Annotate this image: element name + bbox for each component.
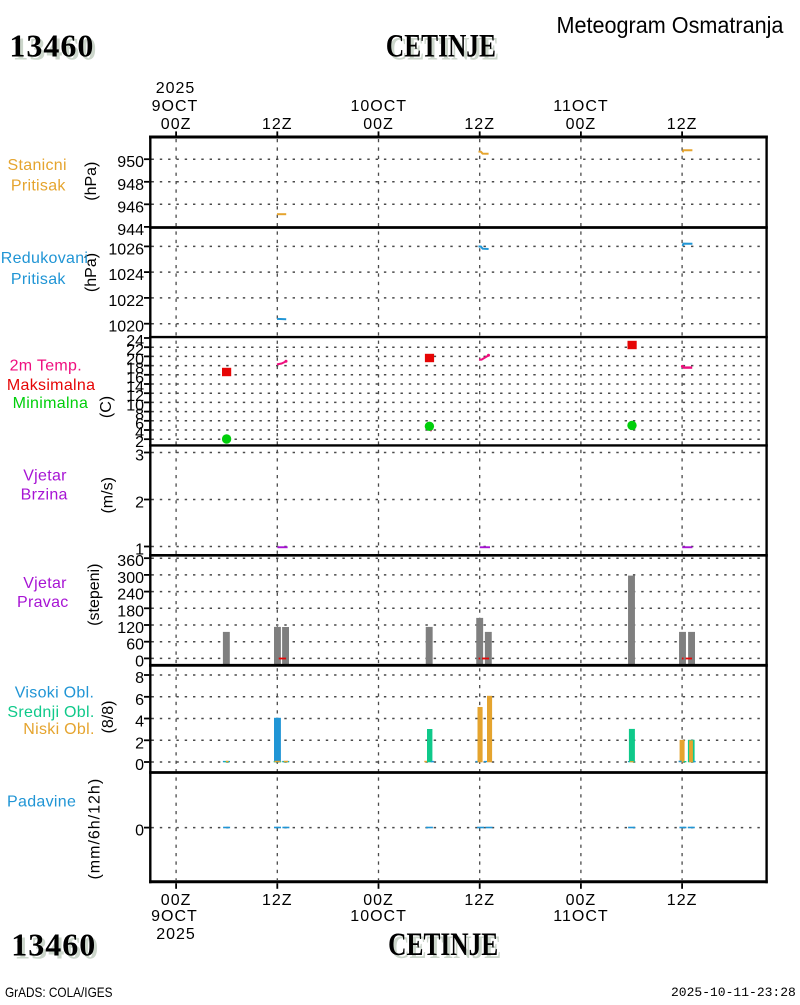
svg-text:8: 8	[135, 670, 144, 687]
svg-text:(stepeni): (stepeni)	[86, 564, 103, 626]
svg-text:(m/s): (m/s)	[99, 477, 116, 513]
svg-text:1024: 1024	[108, 267, 144, 284]
svg-text:13460: 13460	[9, 28, 94, 64]
svg-text:CETINJE: CETINJE	[388, 927, 498, 963]
svg-text:CETINJE: CETINJE	[386, 29, 496, 65]
svg-text:24: 24	[126, 333, 144, 350]
svg-text:6: 6	[135, 416, 144, 433]
svg-text:9OCT: 9OCT	[152, 98, 199, 115]
svg-text:Meteogram Osmatranja: Meteogram Osmatranja	[557, 12, 784, 38]
svg-text:Pravac: Pravac	[17, 594, 69, 611]
svg-text:18: 18	[126, 361, 144, 378]
svg-text:10: 10	[126, 397, 144, 414]
svg-text:12Z: 12Z	[464, 116, 495, 133]
svg-text:0: 0	[135, 823, 144, 840]
svg-text:CETINJE: CETINJE	[391, 930, 501, 966]
svg-text:13460: 13460	[12, 31, 97, 67]
svg-text:12Z: 12Z	[667, 116, 698, 133]
svg-text:Visoki Obl.: Visoki Obl.	[15, 684, 94, 701]
svg-text:Srednji Obl.: Srednji Obl.	[7, 704, 94, 721]
svg-text:11OCT: 11OCT	[553, 908, 608, 925]
svg-text:(hPa): (hPa)	[83, 253, 100, 292]
svg-text:948: 948	[117, 177, 144, 194]
svg-text:00Z: 00Z	[363, 892, 394, 909]
svg-text:12Z: 12Z	[262, 116, 293, 133]
svg-text:300: 300	[117, 570, 144, 587]
svg-text:360: 360	[117, 553, 144, 570]
svg-text:2m Temp.: 2m Temp.	[10, 357, 82, 374]
svg-text:6: 6	[135, 692, 144, 709]
svg-text:Vjetar: Vjetar	[23, 468, 67, 485]
svg-text:Pritisak: Pritisak	[11, 271, 67, 288]
svg-text:946: 946	[117, 199, 144, 216]
svg-text:1026: 1026	[108, 241, 144, 258]
svg-text:13460: 13460	[14, 930, 99, 966]
svg-text:12Z: 12Z	[667, 892, 698, 909]
svg-text:60: 60	[126, 637, 144, 654]
svg-text:0: 0	[135, 757, 144, 774]
svg-text:Brzina: Brzina	[21, 486, 68, 503]
svg-text:180: 180	[117, 603, 144, 620]
svg-text:Maksimalna: Maksimalna	[7, 377, 95, 394]
svg-text:4: 4	[135, 714, 144, 731]
svg-text:944: 944	[117, 222, 144, 239]
svg-text:16: 16	[126, 370, 144, 387]
svg-text:12Z: 12Z	[262, 892, 293, 909]
svg-text:1: 1	[135, 542, 144, 559]
svg-text:8: 8	[135, 407, 144, 424]
svg-text:2025: 2025	[156, 926, 196, 943]
svg-text:1022: 1022	[108, 293, 144, 310]
svg-text:13460: 13460	[11, 927, 96, 963]
svg-text:00Z: 00Z	[566, 892, 597, 909]
svg-text:0: 0	[135, 653, 144, 670]
svg-text:22: 22	[126, 342, 144, 359]
svg-text:Stanicni: Stanicni	[8, 157, 67, 174]
svg-text:Padavine: Padavine	[7, 794, 76, 811]
svg-text:Redukovani: Redukovani	[1, 250, 89, 267]
svg-text:120: 120	[117, 620, 144, 637]
svg-text:(C): (C)	[98, 396, 115, 418]
svg-text:1020: 1020	[108, 319, 144, 336]
svg-text:4: 4	[135, 425, 144, 442]
svg-text:CETINJE: CETINJE	[389, 32, 499, 68]
svg-text:00Z: 00Z	[363, 116, 394, 133]
svg-text:(hPa): (hPa)	[83, 162, 100, 201]
svg-text:Niski Obl.: Niski Obl.	[23, 721, 94, 738]
svg-text:(8/8): (8/8)	[100, 701, 117, 734]
svg-text:9OCT: 9OCT	[151, 908, 198, 925]
svg-text:12: 12	[126, 388, 144, 405]
svg-text:2: 2	[135, 735, 144, 752]
svg-text:(mm/6h/12h): (mm/6h/12h)	[86, 778, 103, 880]
svg-text:12Z: 12Z	[464, 892, 495, 909]
svg-text:GrADS: COLA/IGES: GrADS: COLA/IGES	[5, 984, 113, 1000]
svg-text:240: 240	[117, 587, 144, 604]
svg-text:10OCT: 10OCT	[351, 98, 408, 115]
svg-text:11OCT: 11OCT	[553, 98, 608, 115]
svg-text:Minimalna: Minimalna	[13, 395, 89, 412]
svg-text:3: 3	[135, 448, 144, 465]
svg-text:2025: 2025	[156, 80, 196, 97]
svg-text:20: 20	[126, 351, 144, 368]
svg-text:Pritisak: Pritisak	[11, 178, 67, 195]
svg-text:Vjetar: Vjetar	[23, 575, 67, 592]
svg-text:10OCT: 10OCT	[350, 908, 407, 925]
svg-text:2025-10-11-23:28: 2025-10-11-23:28	[671, 985, 796, 1000]
svg-text:00Z: 00Z	[161, 116, 192, 133]
svg-text:00Z: 00Z	[161, 892, 192, 909]
svg-text:950: 950	[117, 154, 144, 171]
svg-text:2: 2	[135, 434, 144, 451]
svg-text:00Z: 00Z	[566, 116, 597, 133]
svg-text:2: 2	[135, 495, 144, 512]
svg-text:14: 14	[126, 379, 144, 396]
